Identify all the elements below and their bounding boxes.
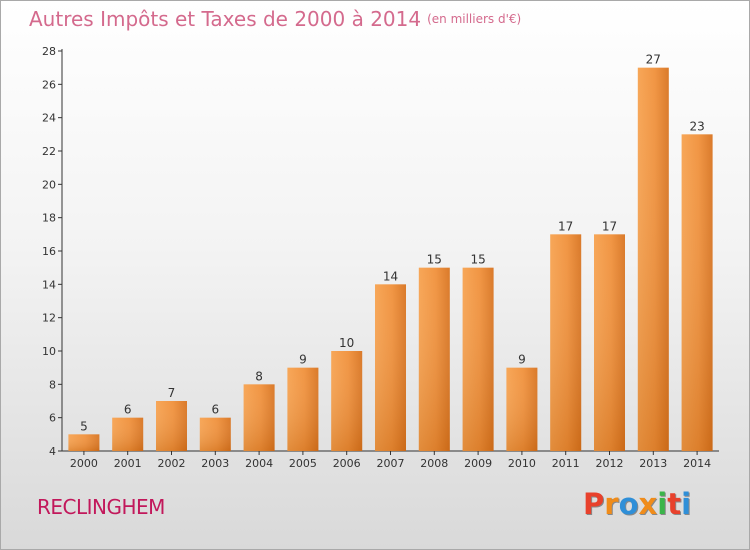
y-tick-label: 14 <box>42 278 56 291</box>
logo-letter: x <box>638 487 658 521</box>
bar-shade-2006 <box>331 351 363 451</box>
bar-shade-2004 <box>243 384 275 451</box>
logo-letter: i <box>657 487 668 521</box>
x-tick-label: 2008 <box>420 457 448 470</box>
data-label-2004: 8 <box>255 369 263 383</box>
logo-letter: o <box>618 487 639 521</box>
bar-shade-2012 <box>594 234 625 451</box>
y-tick-label: 22 <box>42 145 56 158</box>
y-tick-label: 20 <box>42 178 56 191</box>
x-tick-label: 2000 <box>70 457 98 470</box>
data-label-2003: 6 <box>211 403 219 417</box>
bar-shade-2007 <box>375 284 406 451</box>
x-tick-label: 2004 <box>245 457 273 470</box>
bar-shade-2009 <box>462 267 494 451</box>
logo-letter: r <box>604 487 619 521</box>
bar-shade-2000 <box>68 434 100 451</box>
bars: 5 6 7 6 8 9 10 14 15 15 9 17 17 27 23 <box>68 53 713 452</box>
logo-letter: i <box>681 487 692 521</box>
bar-shade-2011 <box>550 234 582 451</box>
title-text: Autres Impôts et Taxes de 2000 à 2014 <box>29 7 422 31</box>
x-tick-label: 2010 <box>508 457 536 470</box>
data-label-2011: 17 <box>558 219 573 233</box>
data-label-2000: 5 <box>80 419 88 433</box>
x-tick-label: 2014 <box>683 457 711 470</box>
logo-letter: P <box>583 487 605 521</box>
x-tick-label: 2009 <box>464 457 492 470</box>
y-tick-label: 26 <box>42 78 56 91</box>
data-label-2014: 23 <box>689 119 704 133</box>
x-tick-label: 2005 <box>289 457 317 470</box>
axes: 4 6 8 10 12 14 16 18 20 22 24 26 28 2000 2001 2002 2003 2… <box>42 45 719 470</box>
data-label-2009: 15 <box>470 253 485 267</box>
data-label-2010: 9 <box>518 353 526 367</box>
x-tick-label: 2002 <box>158 457 186 470</box>
bar-shade-2008 <box>418 267 450 451</box>
bar-shade-2002 <box>156 401 187 451</box>
data-label-2007: 14 <box>383 269 398 283</box>
y-tick-label: 10 <box>42 345 56 358</box>
y-tick-label: 28 <box>42 45 56 58</box>
title-unit: (en milliers d'€) <box>427 12 522 26</box>
data-label-2012: 17 <box>602 219 617 233</box>
x-tick-label: 2003 <box>201 457 229 470</box>
y-tick-label: 6 <box>49 412 56 425</box>
data-label-2008: 15 <box>427 253 442 267</box>
y-tick-label: 16 <box>42 245 56 258</box>
data-label-2001: 6 <box>124 403 132 417</box>
town-name: RECLINGHEM <box>37 495 165 519</box>
y-tick-label: 18 <box>42 212 56 225</box>
x-tick-label: 2001 <box>114 457 142 470</box>
data-label-2005: 9 <box>299 353 307 367</box>
x-tick-label: 2013 <box>639 457 667 470</box>
chart-title: Autres Impôts et Taxes de 2000 à 2014 (en… <box>29 7 521 31</box>
x-tick-label: 2012 <box>596 457 624 470</box>
bar-shade-2014 <box>681 134 713 452</box>
data-label-2006: 10 <box>339 336 354 350</box>
proxiti-logo[interactable]: Proxiti <box>583 487 691 521</box>
bar-shade-2003 <box>199 417 231 451</box>
bar-shade-2013 <box>637 67 669 452</box>
y-tick-label: 8 <box>49 378 56 391</box>
y-tick-label: 12 <box>42 312 56 325</box>
bar-shade-2010 <box>506 367 538 451</box>
data-label-2013: 27 <box>646 53 661 67</box>
bar-shade-2001 <box>112 417 144 451</box>
logo-letter: t <box>667 487 682 521</box>
data-label-2002: 7 <box>168 386 176 400</box>
x-tick-label: 2007 <box>377 457 405 470</box>
x-tick-label: 2006 <box>333 457 361 470</box>
y-tick-label: 24 <box>42 112 56 125</box>
y-tick-label: 4 <box>49 445 56 458</box>
bar-shade-2005 <box>287 367 319 451</box>
x-tick-label: 2011 <box>552 457 580 470</box>
